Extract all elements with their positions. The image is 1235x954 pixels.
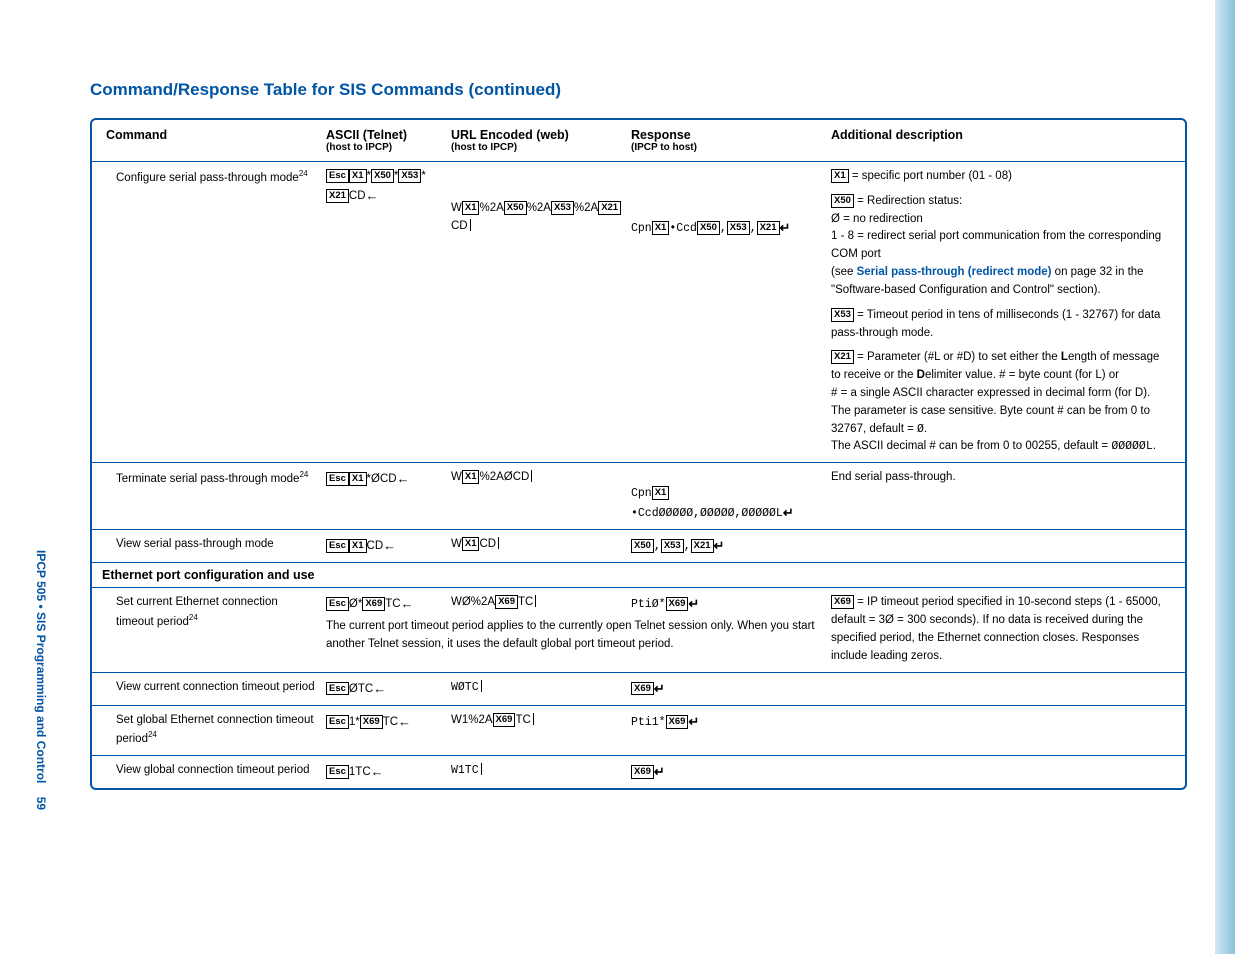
- cursor-icon: [470, 219, 471, 231]
- cursor-icon: [531, 470, 532, 482]
- cmd-ascii: Esc1*X69TC←: [322, 710, 447, 751]
- commands-table: Command ASCII (Telnet) (host to IPCP) UR…: [90, 118, 1187, 790]
- cmd-name: Set current Ethernet connection timeout …: [102, 592, 322, 667]
- row-view-global-timeout: View global connection timeout period Es…: [92, 756, 1185, 788]
- cmd-name: View current connection timeout period: [102, 677, 322, 701]
- cursor-icon: [533, 713, 534, 725]
- esc-key: Esc: [326, 472, 349, 486]
- return-arrow-icon: ↵: [780, 220, 791, 235]
- enter-arrow-icon: ←: [373, 681, 386, 696]
- return-arrow-icon: ↵: [714, 538, 725, 553]
- cmd-response: CpnX1•CcdX50,X53,X21↵: [627, 166, 827, 458]
- serial-passthrough-link[interactable]: Serial pass-through (redirect mode): [857, 266, 1052, 278]
- cmd-response: Pti1*X69↵: [627, 710, 827, 751]
- side-label-text: IPCP 505 • SIS Programming and Control: [34, 550, 48, 783]
- page-number: 59: [34, 797, 48, 810]
- var-x1: X1: [349, 169, 367, 183]
- row-view-serial: View serial pass-through mode EscX1CD← W…: [92, 530, 1185, 563]
- cmd-response: X50,X53,X21↵: [627, 534, 827, 558]
- return-arrow-icon: ↵: [654, 764, 665, 779]
- esc-key: Esc: [326, 765, 349, 779]
- return-arrow-icon: ↵: [688, 714, 699, 729]
- var-x50: X50: [371, 169, 394, 183]
- esc-key: Esc: [326, 539, 349, 553]
- th-ascii: ASCII (Telnet) (host to IPCP): [322, 126, 447, 155]
- cmd-description: [827, 760, 1175, 784]
- cmd-url: WØTC: [447, 677, 627, 701]
- note-text: The current port timeout period applies …: [326, 614, 823, 654]
- cmd-url: WX1CD: [447, 534, 627, 558]
- row-terminate-serial: Terminate serial pass-through mode24 Esc…: [92, 463, 1185, 530]
- section-ethernet: Ethernet port configuration and use: [92, 563, 1185, 588]
- esc-key: Esc: [326, 715, 349, 729]
- cmd-url: W1%2AX69TC: [447, 710, 627, 751]
- row-view-current-timeout: View current connection timeout period E…: [92, 673, 1185, 706]
- var-x53: X53: [398, 169, 421, 183]
- cmd-url: W1TC: [447, 760, 627, 784]
- cmd-ascii: EscØTC←: [322, 677, 447, 701]
- side-label: IPCP 505 • SIS Programming and Control 5…: [34, 550, 48, 810]
- row-set-current-ethernet: Set current Ethernet connection timeout …: [92, 588, 1185, 672]
- cmd-response: X69↵: [627, 760, 827, 784]
- esc-key: Esc: [326, 682, 349, 696]
- th-command: Command: [102, 126, 322, 155]
- enter-arrow-icon: ←: [366, 188, 379, 203]
- cursor-icon: [481, 763, 482, 775]
- return-arrow-icon: ↵: [783, 505, 794, 520]
- cmd-description: X1 = specific port number (01 - 08) X50 …: [827, 166, 1175, 458]
- enter-arrow-icon: ←: [398, 714, 411, 729]
- cmd-ascii: EscX1*ØCD←: [322, 467, 447, 525]
- cmd-description: [827, 534, 1175, 558]
- row-configure-serial: Configure serial pass-through mode24 Esc…: [92, 162, 1185, 463]
- cmd-ascii: EscX1*X50*X53*X21CD←: [322, 166, 447, 458]
- table-header-row: Command ASCII (Telnet) (host to IPCP) UR…: [92, 120, 1185, 162]
- row-set-global-timeout: Set global Ethernet connection timeout p…: [92, 706, 1185, 756]
- cmd-url: WX1%2AØCD: [447, 467, 627, 525]
- cmd-url: WX1%2AX50%2AX53%2AX21CD: [447, 166, 627, 458]
- cmd-name: View global connection timeout period: [102, 760, 322, 784]
- cmd-response: X69↵: [627, 677, 827, 701]
- cursor-icon: [535, 595, 536, 607]
- cmd-description: End serial pass-through.: [827, 467, 1175, 525]
- cmd-merged: EscØ*X69TC← WØ%2AX69TC PtiØ*X69↵ The cur…: [322, 592, 827, 667]
- cmd-ascii: Esc1TC←: [322, 760, 447, 784]
- cmd-name: View serial pass-through mode: [102, 534, 322, 558]
- esc-key: Esc: [326, 169, 349, 183]
- cmd-description: X69 = IP timeout period specified in 10-…: [827, 592, 1175, 667]
- var-x21: X21: [326, 189, 349, 203]
- cursor-icon: [481, 680, 482, 692]
- cmd-name: Terminate serial pass-through mode24: [102, 467, 322, 525]
- cmd-response: CpnX1•CcdØØØØØ,ØØØØØ,ØØØØØL↵: [627, 467, 827, 525]
- cmd-description: [827, 677, 1175, 701]
- return-arrow-icon: ↵: [654, 681, 665, 696]
- return-arrow-icon: ↵: [688, 596, 699, 611]
- cmd-ascii: EscX1CD←: [322, 534, 447, 558]
- th-url: URL Encoded (web) (host to IPCP): [447, 126, 627, 155]
- page-title: Command/Response Table for SIS Commands …: [90, 80, 1187, 100]
- page-edge-gradient: [1215, 0, 1235, 954]
- th-response: Response (IPCP to host): [627, 126, 827, 155]
- cmd-description: [827, 710, 1175, 751]
- cmd-name: Configure serial pass-through mode24: [102, 166, 322, 458]
- enter-arrow-icon: ←: [383, 538, 396, 553]
- enter-arrow-icon: ←: [371, 764, 384, 779]
- th-description: Additional description: [827, 126, 1175, 155]
- enter-arrow-icon: ←: [397, 471, 410, 486]
- esc-key: Esc: [326, 597, 349, 611]
- enter-arrow-icon: ←: [401, 596, 414, 611]
- cursor-icon: [498, 537, 499, 549]
- cmd-name: Set global Ethernet connection timeout p…: [102, 710, 322, 751]
